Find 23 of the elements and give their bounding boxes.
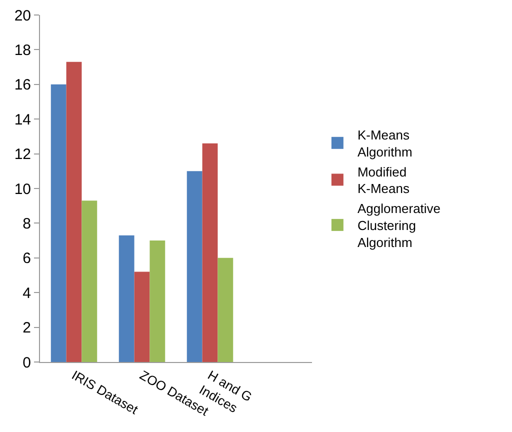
bar <box>202 143 218 362</box>
y-tick-label: 0 <box>22 354 31 372</box>
y-tick-label: 18 <box>14 42 31 59</box>
bar <box>134 272 150 362</box>
bar <box>118 235 134 362</box>
y-tick-label: 6 <box>22 250 31 268</box>
y-tick-label: 16 <box>14 76 31 94</box>
bar <box>150 240 166 362</box>
y-tick-label: 12 <box>14 146 31 164</box>
y-tick-label: 4 <box>22 284 31 302</box>
y-tick-label: 8 <box>22 215 31 232</box>
y-tick-label: 10 <box>14 180 31 198</box>
bar <box>66 62 82 362</box>
bar <box>82 200 98 362</box>
bar <box>218 258 234 362</box>
y-tick-label: 2 <box>22 320 31 337</box>
bar <box>186 171 202 362</box>
legend-label: Agglomerative Clustering Algorithm <box>357 201 441 250</box>
y-tick-label: 20 <box>14 7 31 24</box>
bar <box>50 84 66 362</box>
legend-label: Modified K-Means <box>357 164 410 196</box>
legend-label: K-Means Algorithm <box>357 128 412 160</box>
y-tick-label: 14 <box>14 111 31 128</box>
